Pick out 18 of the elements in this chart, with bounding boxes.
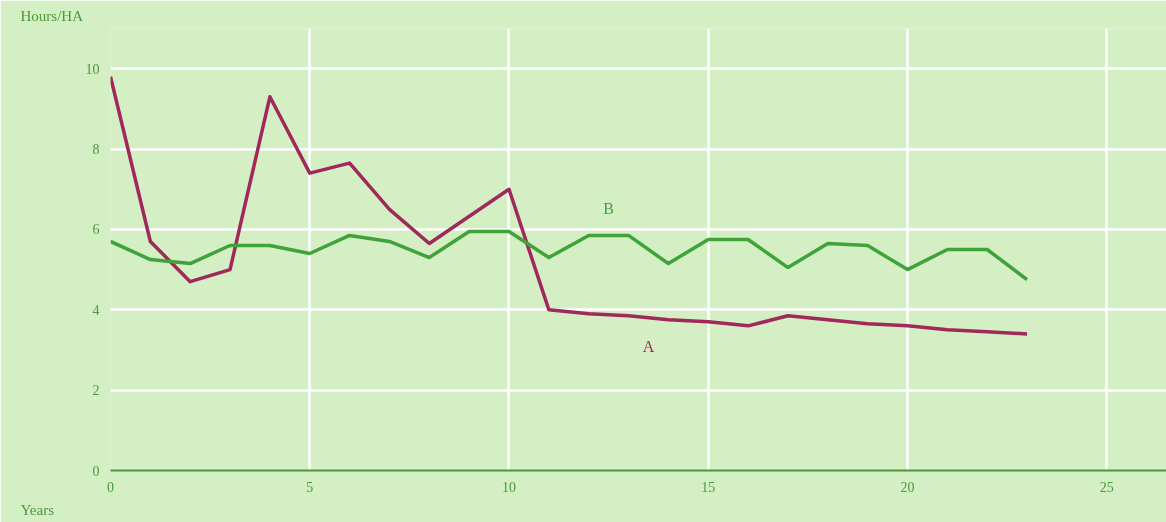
x-tick-label: 10 [501,479,516,495]
y-tick-label: 2 [92,383,100,399]
x-tick-label: 0 [107,479,114,495]
x-axis-title: Years [20,501,55,518]
y-tick-label: 6 [92,222,100,238]
y-tick-label: 8 [92,142,100,158]
x-tick-label: 15 [701,479,716,495]
y-tick-label: 0 [92,463,100,479]
y-tick-label: 4 [92,302,100,318]
series-label: A [642,337,655,355]
line-series [110,74,1029,336]
line-series [110,229,1029,282]
x-tick-label: 20 [900,479,915,495]
y-axis-title: Hours/HA [20,7,84,24]
series-label: B [603,200,614,218]
x-tick-label: 25 [1099,479,1114,495]
x-tick-label: 5 [306,479,314,495]
y-tick-label: 10 [85,61,100,77]
